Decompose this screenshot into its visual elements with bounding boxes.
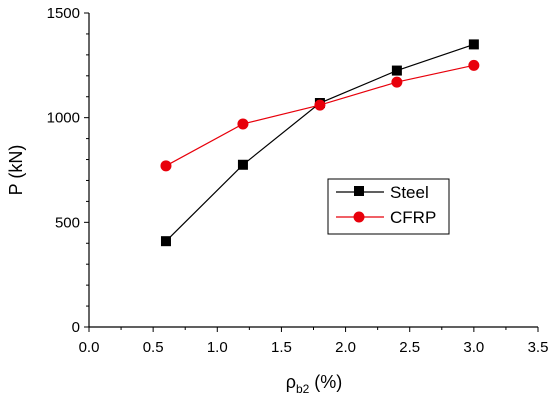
axes: 0.0 0.5 1.0 1.5 2.0 2.5 3.0 3.5 0 500 1000 1500 xyxy=(47,5,549,356)
x-tick-label: 2.5 xyxy=(399,339,420,356)
x-tick-label: 1.0 xyxy=(207,339,228,356)
legend-label-steel: Steel xyxy=(390,183,429,202)
y-tick-label: 0 xyxy=(72,319,80,336)
series-line-cfrp xyxy=(165,64,474,167)
legend-box xyxy=(327,178,450,235)
x-tick-label: 3.5 xyxy=(528,339,549,356)
legend-label-cfrp: CFRP xyxy=(390,208,436,227)
series-cfrp xyxy=(160,59,480,172)
y-axis-title: P (kN) xyxy=(6,145,26,196)
data-point-cfrp xyxy=(391,76,403,88)
data-point-cfrp xyxy=(160,160,172,172)
data-point-steel xyxy=(160,236,171,247)
legend-marker-steel xyxy=(354,186,364,196)
x-tick-label: 0.0 xyxy=(79,339,100,356)
data-point-cfrp xyxy=(237,118,249,130)
legend-item-steel: Steel xyxy=(336,183,429,202)
x-tick-label: 3.0 xyxy=(463,339,484,356)
y-tick-label: 1000 xyxy=(47,110,80,127)
y-tick-label: 500 xyxy=(55,214,80,231)
data-point-cfrp xyxy=(468,59,480,71)
x-tick-label: 2.0 xyxy=(335,339,356,356)
legend-marker-cfrp xyxy=(353,211,365,223)
x-axis-title: ρb2 (%) xyxy=(286,372,343,396)
series-layer xyxy=(160,39,480,247)
legend-item-cfrp: CFRP xyxy=(336,208,436,227)
data-point-steel xyxy=(237,159,248,170)
y-tick-label: 1500 xyxy=(47,5,80,22)
legend: Steel CFRP xyxy=(327,178,450,235)
x-tick-label: 1.5 xyxy=(271,339,292,356)
data-point-steel xyxy=(468,39,479,50)
data-point-cfrp xyxy=(314,99,326,111)
data-point-steel xyxy=(391,65,402,76)
x-tick-label: 0.5 xyxy=(143,339,164,356)
